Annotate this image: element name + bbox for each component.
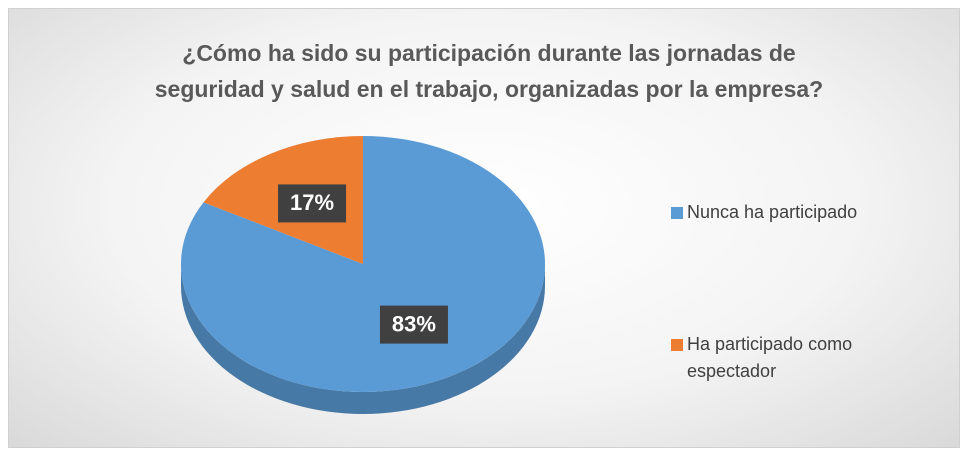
legend-label: Nunca ha participado <box>687 202 858 222</box>
legend-label: Ha participado como espectador <box>687 334 853 381</box>
data-label: 17% <box>290 190 334 215</box>
data-label: 83% <box>392 311 436 336</box>
data-label-box <box>278 184 347 223</box>
data-label-box <box>379 305 448 344</box>
legend-swatch <box>671 207 683 219</box>
chart-area: ¿Cómo ha sido su participación durante l… <box>8 8 960 448</box>
pie-slice-side <box>181 264 545 414</box>
pie-slice <box>181 136 546 393</box>
legend-swatch <box>671 339 683 351</box>
chart-title: ¿Cómo ha sido su participación durante l… <box>154 40 824 102</box>
chart: 83% 17% <box>181 136 546 414</box>
